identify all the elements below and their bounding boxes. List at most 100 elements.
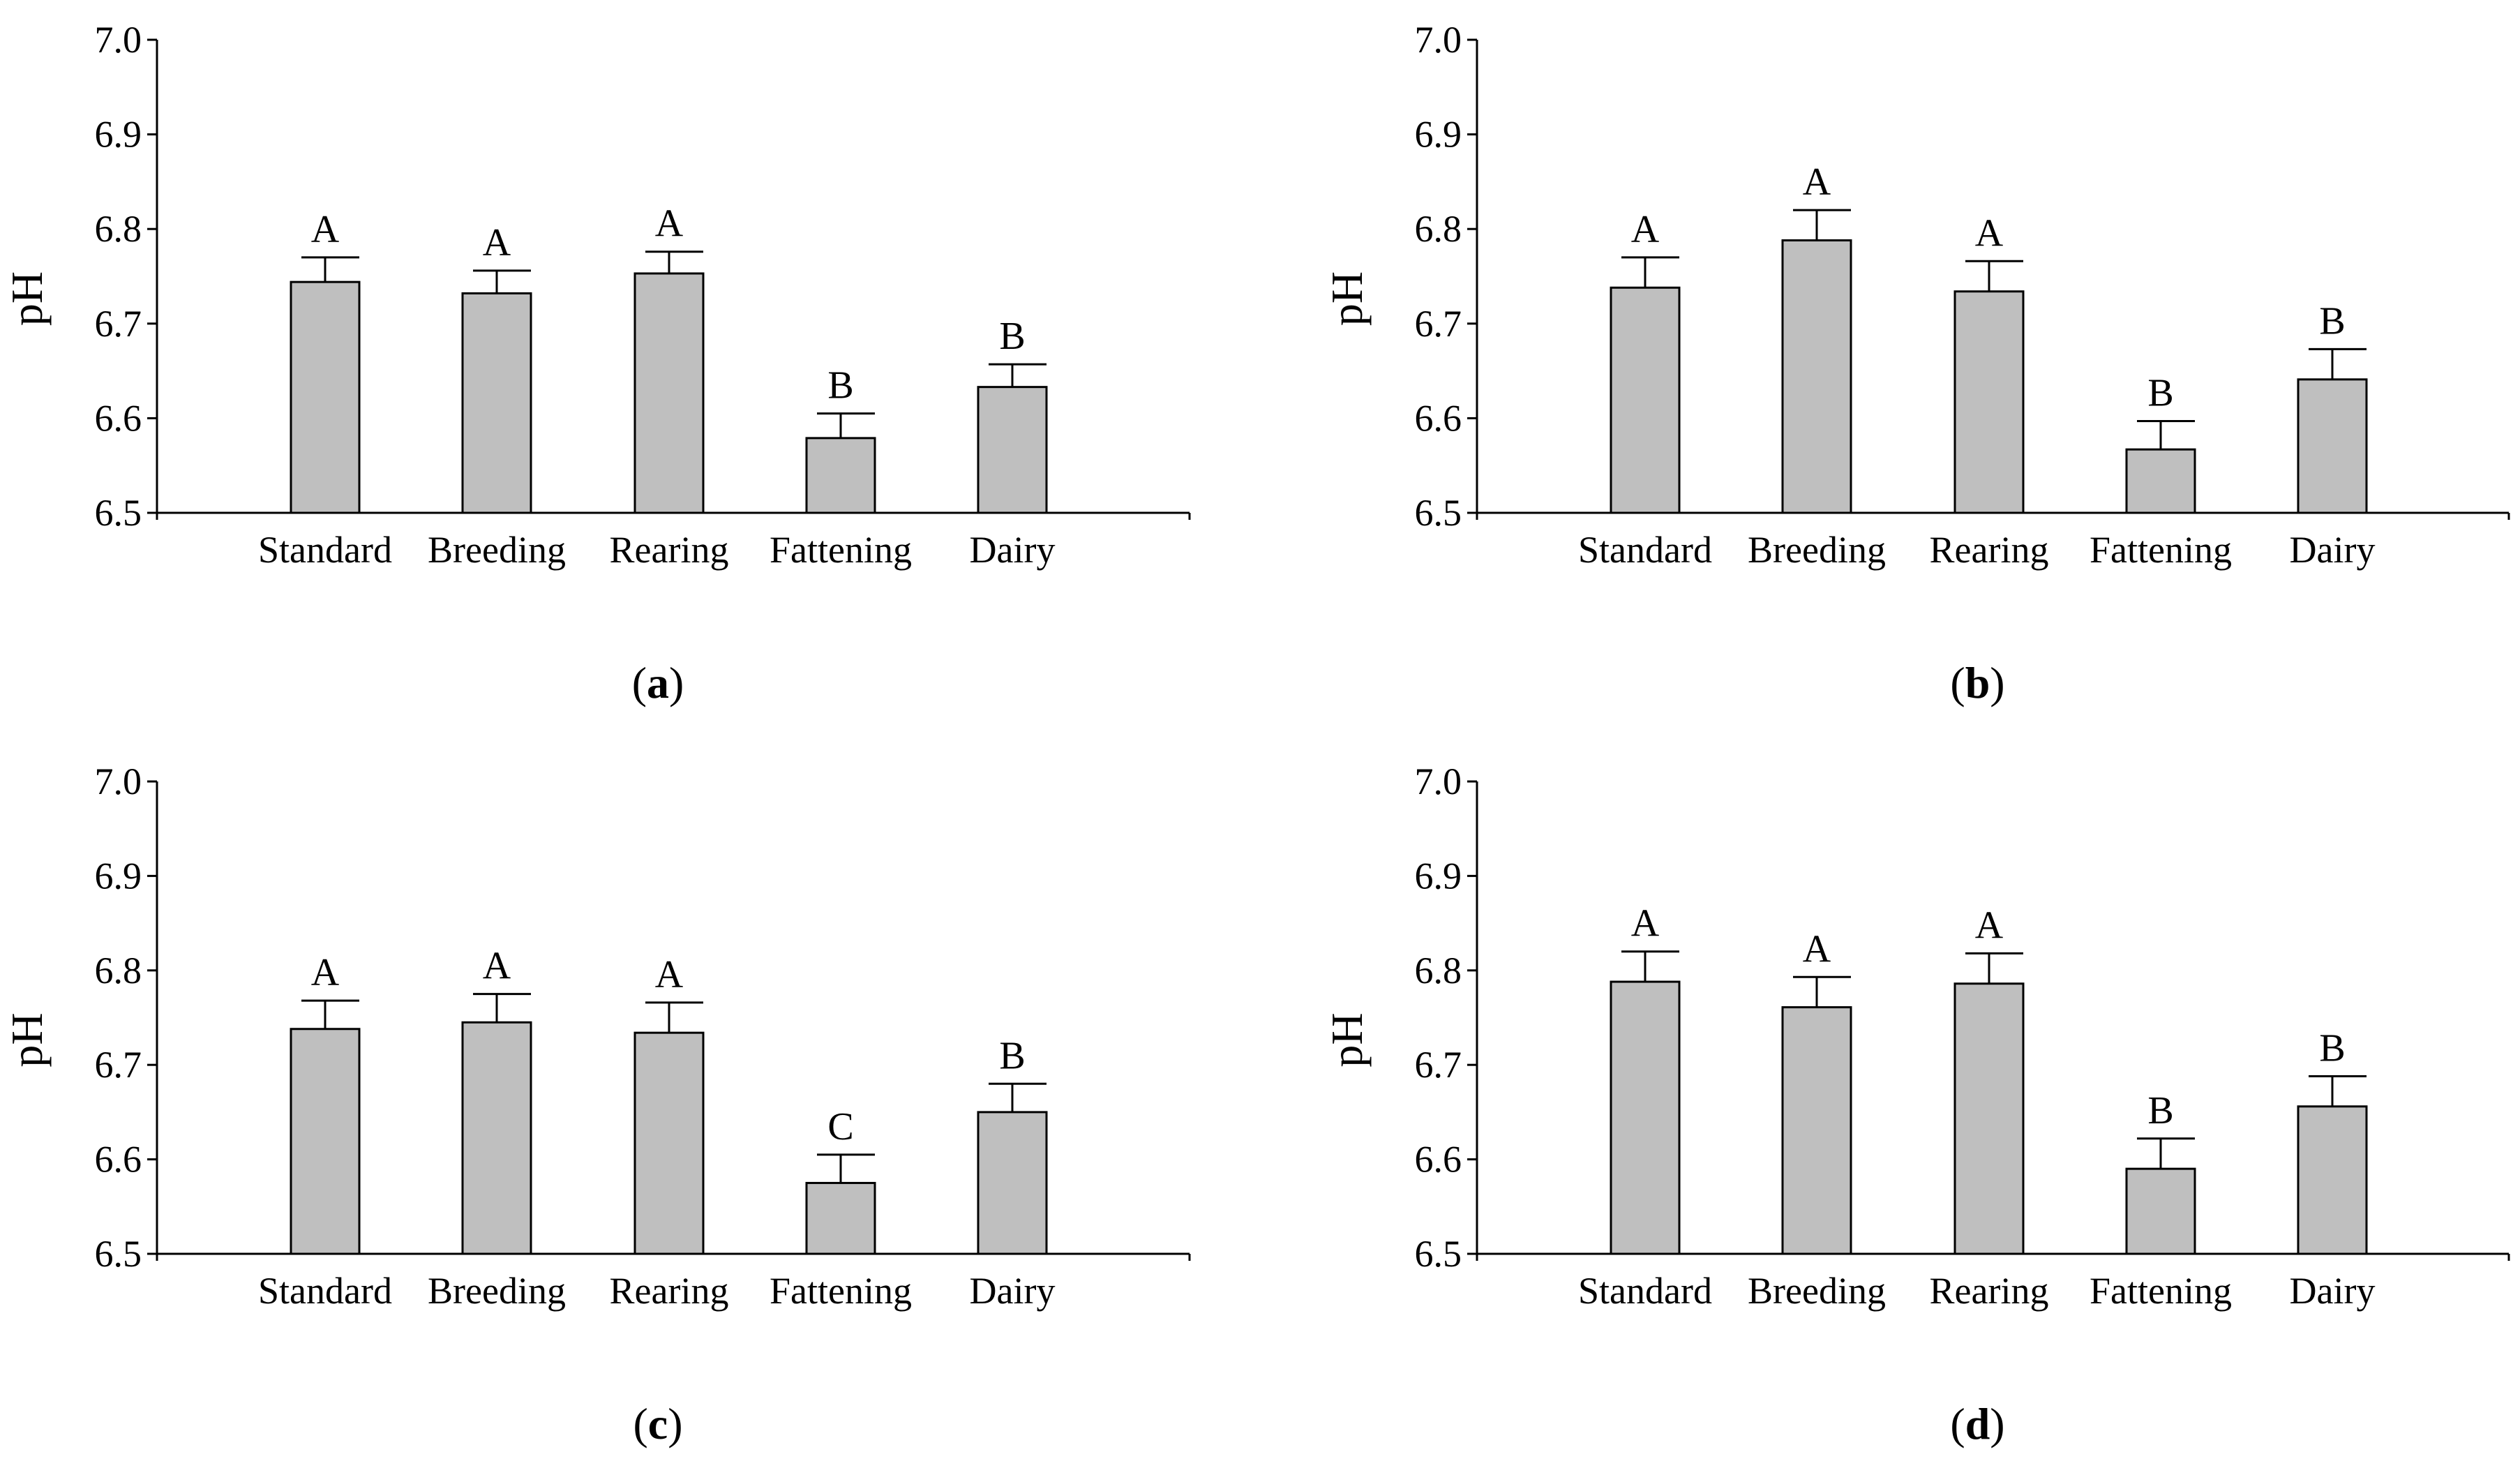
y-tick-label: 7.0 — [1415, 19, 1462, 61]
y-tick-label: 6.8 — [1415, 950, 1462, 991]
significance-letter: B — [2147, 1089, 2173, 1132]
y-tick-label: 6.8 — [95, 950, 142, 991]
significance-letter: B — [2319, 1026, 2345, 1070]
significance-letter: A — [1975, 904, 2004, 947]
x-tick-label: Fattening — [2090, 1270, 2232, 1312]
bar-rearing — [1953, 982, 2025, 1255]
bar-standard — [1610, 980, 1681, 1255]
x-tick-label: Breeding — [428, 529, 566, 571]
y-tick-label: 6.9 — [95, 114, 142, 156]
panel-label: (c) — [633, 1399, 682, 1448]
bar-fattening — [2125, 1167, 2196, 1255]
bar-standard — [1610, 286, 1681, 514]
significance-letter: B — [999, 1034, 1025, 1077]
chart-panel-b: 6.5 6.6 6.7 6.8 6.9 7.0 pH A Standard A Breeding A R… — [1322, 19, 2510, 707]
bar-dairy — [977, 1111, 1048, 1255]
y-axis-label: pH — [1322, 271, 1372, 326]
significance-letter: A — [483, 945, 511, 988]
x-tick-label: Dairy — [2290, 529, 2376, 571]
significance-letter: A — [483, 221, 511, 264]
x-tick-label: Rearing — [1930, 1270, 2049, 1312]
significance-letter: B — [827, 364, 853, 407]
y-tick-label: 6.7 — [1415, 1044, 1462, 1086]
y-tick-label: 6.8 — [1415, 208, 1462, 250]
y-tick-label: 6.8 — [95, 208, 142, 250]
x-tick-label: Breeding — [1748, 1270, 1886, 1312]
bar-fattening — [805, 437, 876, 514]
significance-letter: A — [655, 953, 684, 996]
chart-panel-a: 6.5 6.6 6.7 6.8 6.9 7.0 pH A Standard A Breeding A R… — [2, 19, 1191, 707]
chart-panel-c: 6.5 6.6 6.7 6.8 6.9 7.0 pH A Standard A Breeding A R… — [2, 761, 1191, 1448]
y-tick-label: 6.6 — [1415, 1139, 1462, 1181]
significance-letter: B — [2319, 299, 2345, 343]
y-axis-label: pH — [2, 1012, 52, 1067]
significance-letter: B — [2147, 371, 2173, 414]
bar-breeding — [461, 1021, 532, 1255]
x-tick-label: Dairy — [970, 1270, 1056, 1312]
y-tick-label: 6.5 — [1415, 1233, 1462, 1275]
chart-panel-d: 6.5 6.6 6.7 6.8 6.9 7.0 pH A Standard A Breeding A R… — [1322, 761, 2510, 1448]
x-tick-label: Standard — [1578, 1270, 1712, 1312]
bar-breeding — [1781, 1006, 1852, 1255]
x-tick-label: Standard — [1578, 529, 1712, 571]
y-tick-label: 6.9 — [95, 855, 142, 897]
y-tick-label: 7.0 — [1415, 761, 1462, 802]
y-tick-label: 6.6 — [1415, 397, 1462, 439]
panel-letter: c — [648, 1399, 668, 1448]
y-tick-label: 6.5 — [95, 1233, 142, 1275]
bar-breeding — [461, 292, 532, 514]
bar-standard — [290, 1028, 361, 1255]
y-tick-label: 6.9 — [1415, 114, 1462, 156]
y-axis-label: pH — [2, 271, 52, 326]
bar-rearing — [633, 272, 705, 514]
bar-dairy — [977, 386, 1048, 514]
x-tick-label: Dairy — [2290, 1270, 2376, 1312]
significance-letter: A — [311, 208, 340, 251]
y-axis-label: pH — [1322, 1012, 1372, 1067]
y-tick-label: 6.5 — [1415, 492, 1462, 534]
y-tick-label: 6.7 — [95, 303, 142, 345]
significance-letter: C — [827, 1105, 853, 1148]
x-tick-label: Breeding — [1748, 529, 1886, 571]
significance-letter: A — [1631, 902, 1660, 945]
bar-rearing — [1953, 290, 2025, 514]
bar-standard — [290, 280, 361, 514]
x-tick-label: Rearing — [1930, 529, 2049, 571]
x-tick-label: Fattening — [2090, 529, 2232, 571]
bar-fattening — [805, 1181, 876, 1255]
x-tick-label: Standard — [258, 529, 392, 571]
panel-label: (b) — [1950, 658, 2004, 707]
x-tick-label: Dairy — [970, 529, 1056, 571]
significance-letter: A — [311, 951, 340, 994]
significance-letter: A — [1803, 160, 1831, 204]
x-tick-label: Breeding — [428, 1270, 566, 1312]
panel-label: (d) — [1950, 1399, 2004, 1448]
panel-letter: d — [1965, 1399, 1990, 1448]
bar-breeding — [1781, 239, 1852, 514]
significance-letter: B — [999, 315, 1025, 358]
y-tick-label: 6.5 — [95, 492, 142, 534]
x-tick-label: Rearing — [610, 1270, 729, 1312]
y-tick-label: 7.0 — [95, 761, 142, 802]
significance-letter: A — [655, 202, 684, 246]
y-tick-label: 6.7 — [95, 1044, 142, 1086]
panel-letter: b — [1965, 658, 1990, 707]
significance-letter: A — [1803, 927, 1831, 971]
x-tick-label: Standard — [258, 1270, 392, 1312]
y-tick-label: 6.6 — [95, 1139, 142, 1181]
bar-dairy — [2297, 1105, 2368, 1255]
y-tick-label: 6.7 — [1415, 303, 1462, 345]
y-tick-label: 7.0 — [95, 19, 142, 61]
y-tick-label: 6.9 — [1415, 855, 1462, 897]
x-tick-label: Rearing — [610, 529, 729, 571]
bar-dairy — [2297, 378, 2368, 514]
significance-letter: A — [1975, 211, 2004, 255]
y-tick-label: 6.6 — [95, 397, 142, 439]
bar-fattening — [2125, 448, 2196, 514]
bar-rearing — [633, 1031, 705, 1255]
x-tick-label: Fattening — [770, 1270, 912, 1312]
x-tick-label: Fattening — [770, 529, 912, 571]
panel-letter: a — [647, 658, 669, 707]
significance-letter: A — [1631, 208, 1660, 251]
